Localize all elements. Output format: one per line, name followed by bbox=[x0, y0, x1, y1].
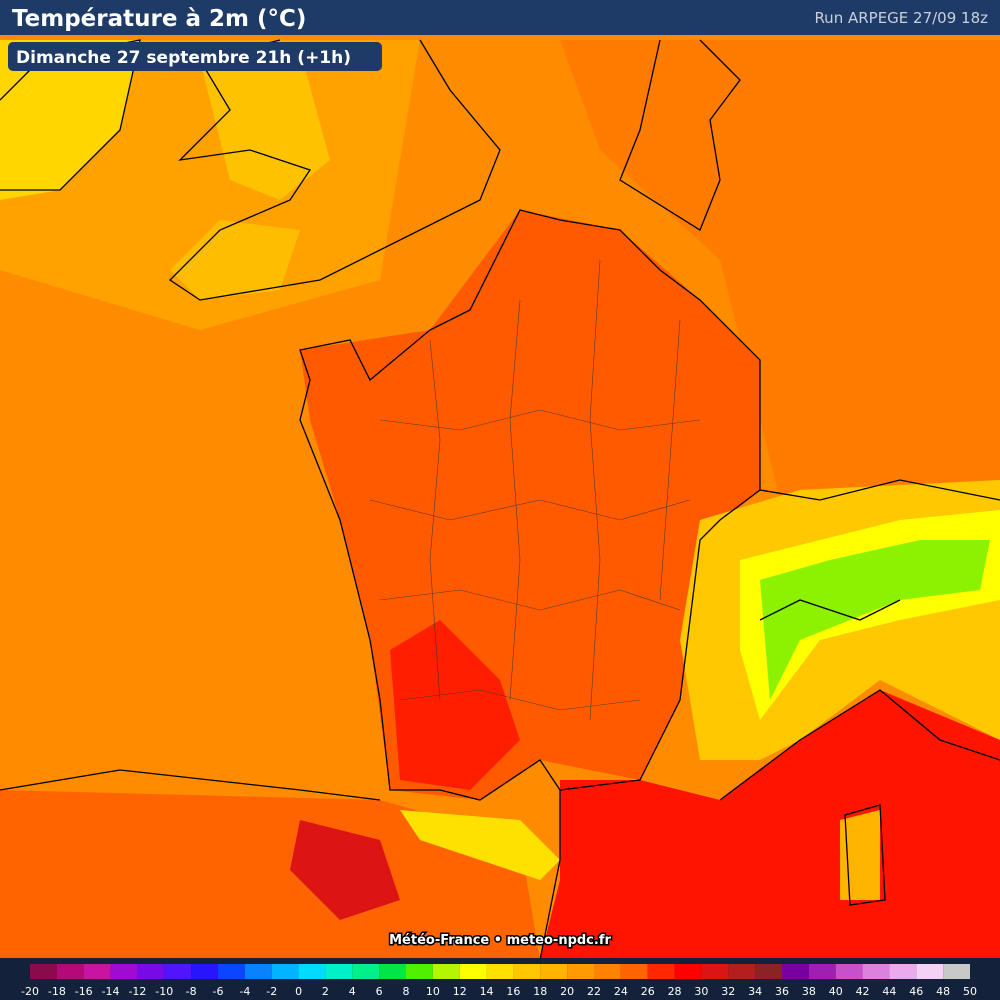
legend-swatch bbox=[513, 964, 541, 979]
color-legend: -20 -18 -16 -14 -12 -10 -8 -6 -4 -2 0 2 4 6 8 10 12 14 16 1… bbox=[21, 964, 977, 998]
legend-tick-label: 26 bbox=[641, 985, 655, 998]
legend-swatch bbox=[164, 964, 192, 979]
field-hot bbox=[390, 620, 520, 790]
legend-swatch bbox=[271, 964, 299, 979]
coast-spain bbox=[0, 769, 561, 961]
legend-swatch bbox=[647, 964, 675, 979]
borders-alps bbox=[759, 479, 1000, 621]
legend-swatch bbox=[432, 964, 460, 979]
field-alps-coldest bbox=[760, 540, 990, 700]
legend-swatch bbox=[137, 964, 165, 979]
legend-tick-label: 2 bbox=[322, 985, 329, 998]
date-label: Dimanche 27 septembre 21h (+1h) bbox=[16, 48, 351, 68]
legend-tick-label: 32 bbox=[721, 985, 735, 998]
legend-swatch bbox=[808, 964, 836, 979]
legend-tick-label: -6 bbox=[213, 985, 224, 998]
legend-swatch bbox=[567, 964, 594, 979]
legend-tick-label: 16 bbox=[506, 985, 520, 998]
department-lines bbox=[369, 259, 701, 721]
legend-tick-label: 10 bbox=[426, 985, 440, 998]
map-title: Température à 2m (°C) bbox=[12, 6, 306, 32]
legend-tick-label: 20 bbox=[560, 985, 574, 998]
legend-swatch bbox=[889, 964, 917, 979]
legend-tick-label: 48 bbox=[936, 985, 950, 998]
borders bbox=[0, 39, 1000, 961]
legend-tick-label: 34 bbox=[748, 985, 762, 998]
field-spain bbox=[0, 790, 540, 960]
legend-swatch bbox=[352, 964, 380, 979]
legend-swatch bbox=[325, 964, 353, 979]
legend-tick-label: 12 bbox=[453, 985, 467, 998]
legend-tick-label: 6 bbox=[376, 985, 383, 998]
legend-tick-label: 24 bbox=[614, 985, 628, 998]
legend-tick-label: -20 bbox=[21, 985, 39, 998]
legend-tick-label: 8 bbox=[403, 985, 410, 998]
legend-swatch bbox=[594, 964, 621, 979]
coast-corsica bbox=[844, 804, 886, 906]
legend-swatch bbox=[916, 964, 944, 979]
legend-tick-label: 42 bbox=[856, 985, 870, 998]
legend-tick-label: 30 bbox=[694, 985, 708, 998]
run-info: Run ARPEGE 27/09 18z bbox=[814, 9, 988, 27]
legend-tick-label: 4 bbox=[349, 985, 356, 998]
legend-tick-label: -14 bbox=[102, 985, 120, 998]
legend-swatch bbox=[620, 964, 648, 979]
field-pyrenees bbox=[400, 810, 560, 880]
legend-tick-label: -10 bbox=[155, 985, 173, 998]
coast-italy bbox=[719, 689, 1000, 801]
legend-tick-label: 18 bbox=[533, 985, 547, 998]
legend-tick-label: 40 bbox=[829, 985, 843, 998]
field-mild bbox=[0, 40, 420, 330]
legend-swatch bbox=[30, 964, 57, 979]
legend-swatch bbox=[835, 964, 863, 979]
field-corsica bbox=[840, 810, 880, 900]
legend-tick-label: 44 bbox=[882, 985, 896, 998]
legend-swatch bbox=[298, 964, 326, 979]
legend-swatch bbox=[83, 964, 111, 979]
legend-tick-label: 22 bbox=[587, 985, 601, 998]
legend-swatch bbox=[244, 964, 272, 979]
legend-tick-label: -18 bbox=[48, 985, 66, 998]
coast-netherlands bbox=[619, 39, 741, 231]
legend-swatch bbox=[379, 964, 406, 979]
legend-tick-label: 36 bbox=[775, 985, 789, 998]
legend-swatch bbox=[701, 964, 729, 979]
legend-swatch bbox=[459, 964, 487, 979]
legend-tick-label: 28 bbox=[668, 985, 682, 998]
legend-swatch bbox=[728, 964, 756, 979]
legend-tick-label: -8 bbox=[186, 985, 197, 998]
legend-tick-label: -2 bbox=[266, 985, 277, 998]
legend-tick-label: 14 bbox=[480, 985, 494, 998]
date-box bbox=[8, 42, 382, 71]
header-bar bbox=[0, 0, 1000, 35]
legend-tick-label: -16 bbox=[75, 985, 93, 998]
legend-swatch bbox=[218, 964, 245, 979]
legend-swatch bbox=[110, 964, 138, 979]
legend-swatch bbox=[755, 964, 782, 979]
field-spain-hot bbox=[290, 820, 400, 920]
legend-swatch bbox=[782, 964, 809, 979]
field-warm bbox=[560, 40, 1000, 500]
legend-swatch bbox=[406, 964, 433, 979]
coast-uk bbox=[168, 39, 501, 301]
legend-swatch bbox=[943, 964, 970, 979]
legend-swatch bbox=[191, 964, 218, 979]
legend-swatch bbox=[540, 964, 568, 979]
legend-tick-label: 0 bbox=[295, 985, 302, 998]
coast-france bbox=[299, 209, 761, 801]
legend-tick-label: 46 bbox=[909, 985, 923, 998]
legend-swatch bbox=[674, 964, 702, 979]
credit: Météo-France • meteo-npdc.fr bbox=[389, 933, 611, 948]
legend-swatch bbox=[56, 964, 84, 979]
legend-tick-label: -4 bbox=[239, 985, 250, 998]
legend-tick-label: 50 bbox=[963, 985, 977, 998]
legend-swatch bbox=[862, 964, 890, 979]
legend-tick-label: 38 bbox=[802, 985, 816, 998]
legend-swatch bbox=[486, 964, 514, 979]
legend-tick-label: -12 bbox=[128, 985, 146, 998]
